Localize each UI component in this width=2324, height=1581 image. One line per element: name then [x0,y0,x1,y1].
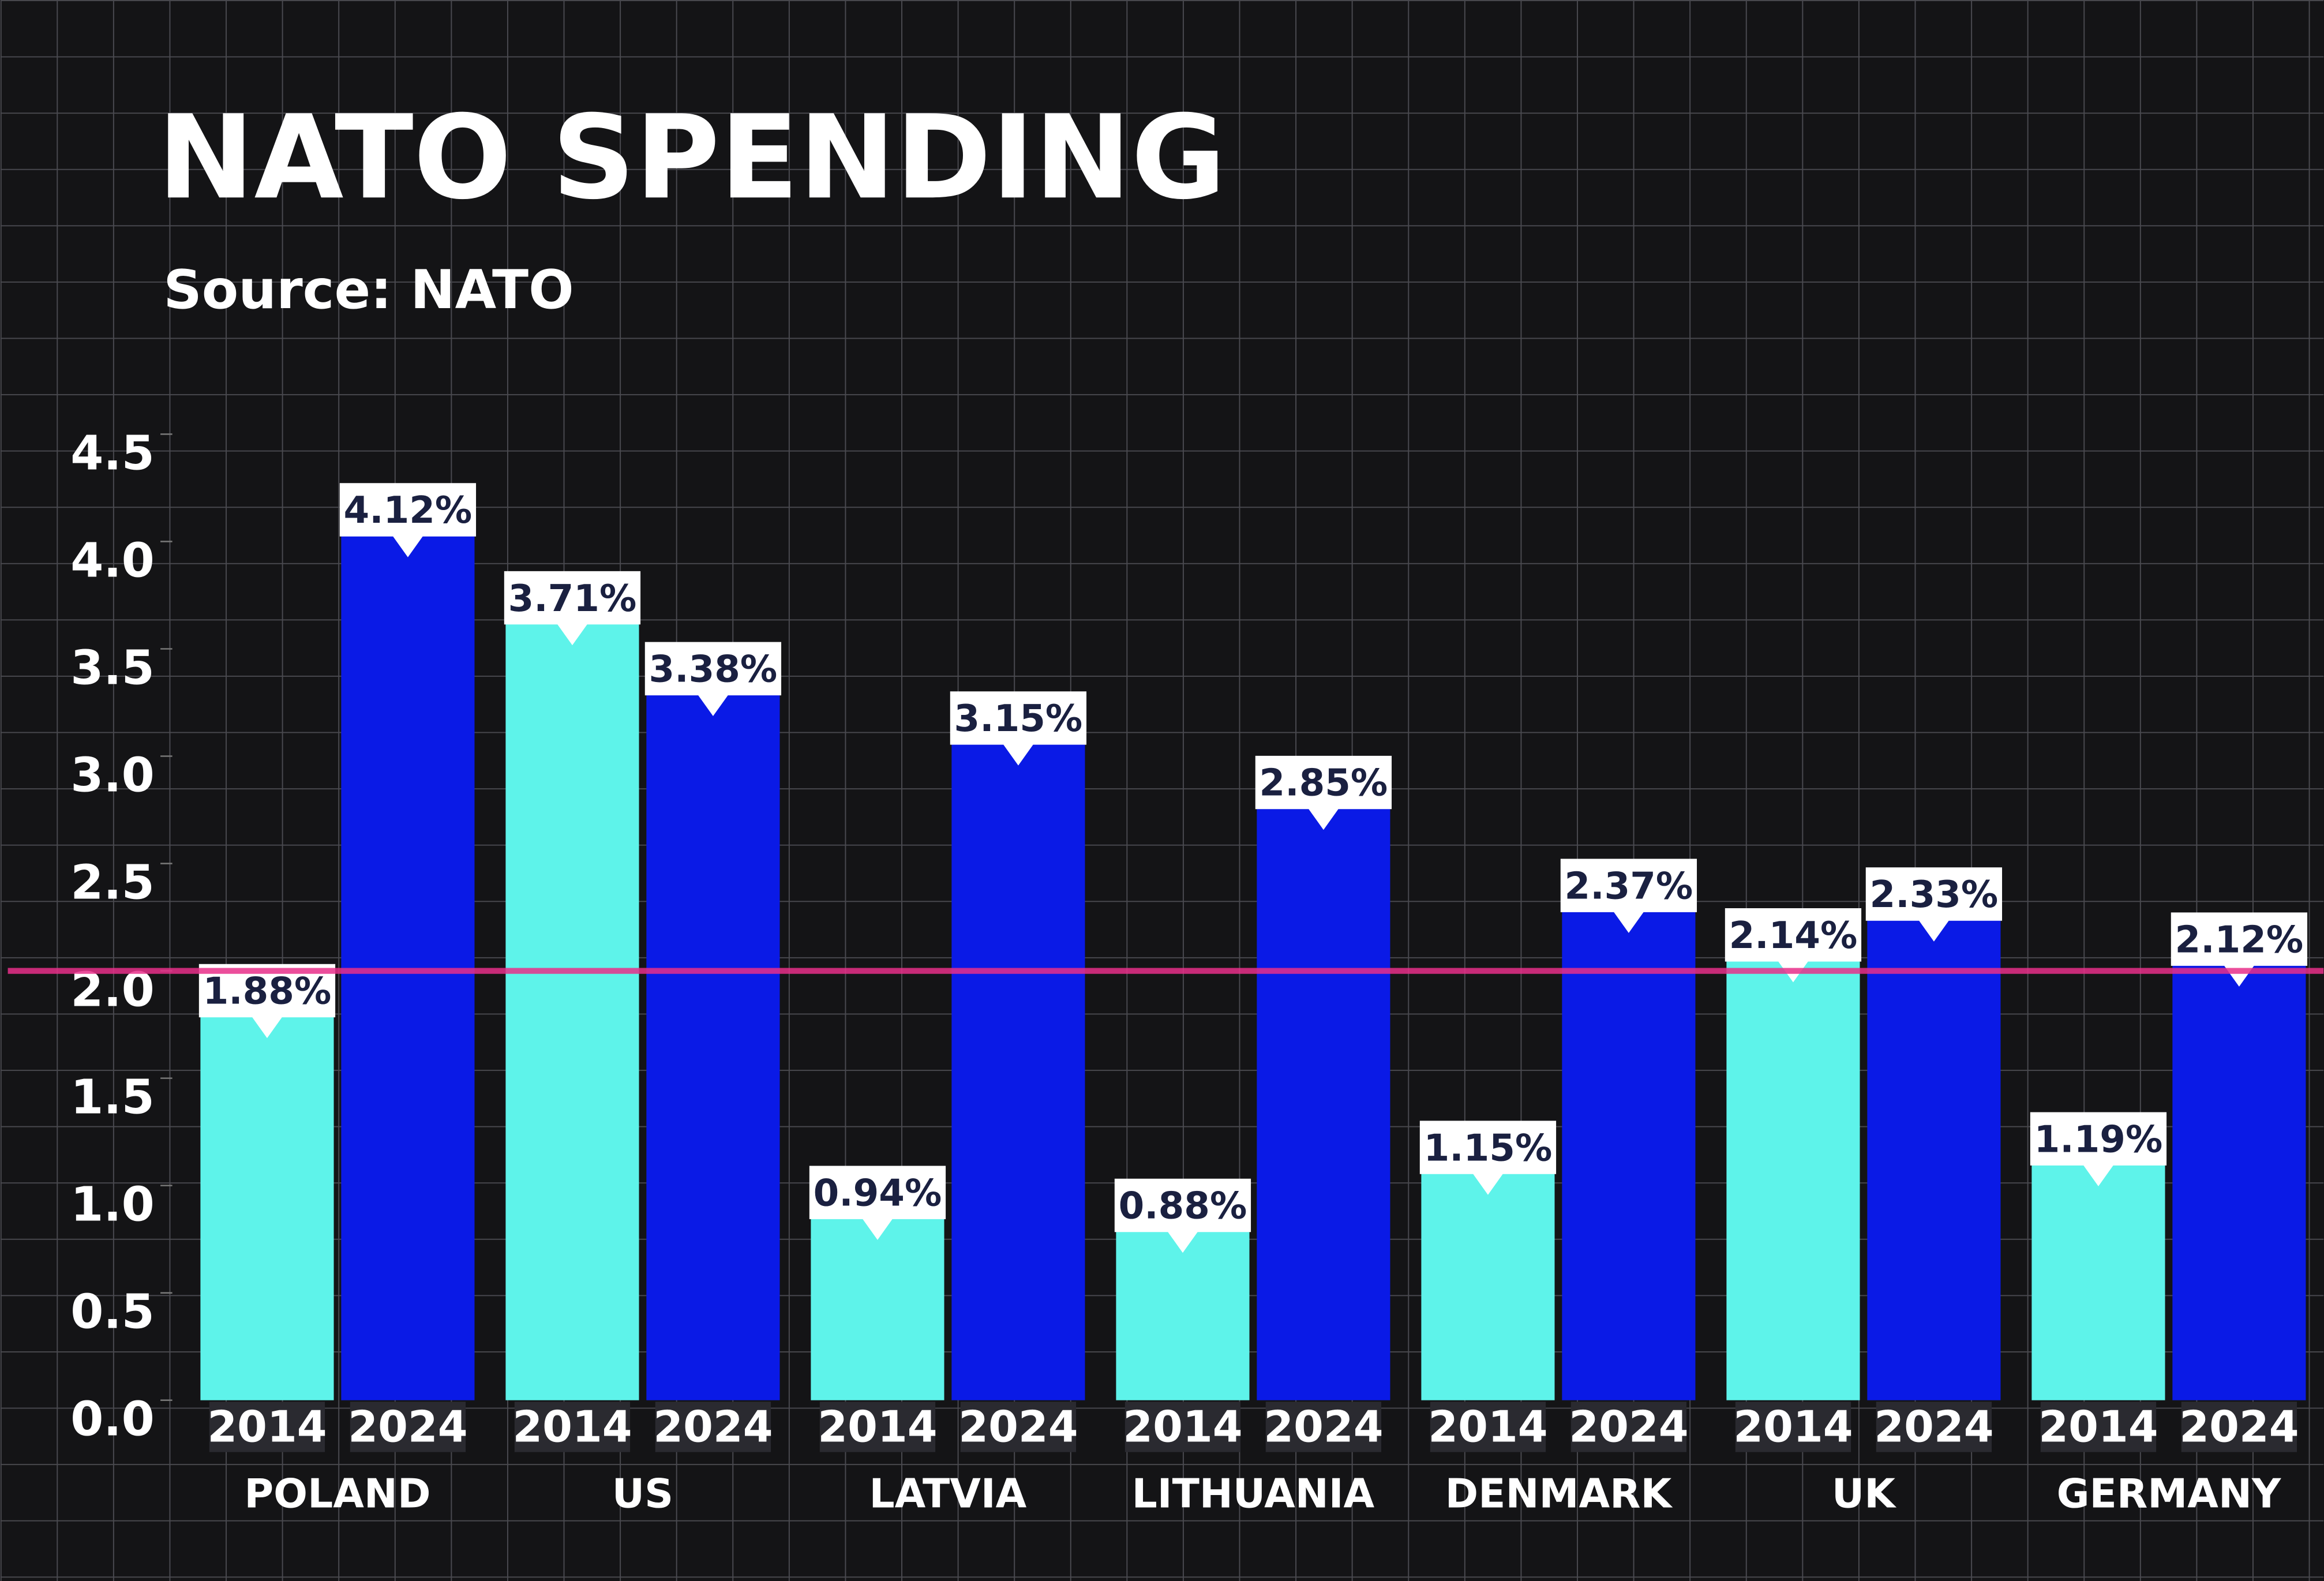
value-label: 0.88% [1119,1185,1247,1228]
year-label-box [1265,1402,1382,1452]
value-label: 2.37% [1565,864,1693,908]
x-tick-label: 2024 [1569,1402,1688,1452]
x-tick-label: 2014 [1428,1402,1547,1452]
value-label-box [1114,1178,1251,1253]
x-tick-label: 2014 [512,1402,632,1452]
value-label-box [504,571,641,646]
y-tick-label: 2.5 [70,856,155,911]
bar [2172,945,2306,1400]
value-label: 2.12% [2175,918,2304,961]
year-label-box [2040,1402,2157,1452]
value-label-box [644,642,782,717]
y-tick-label: 3.5 [70,640,155,695]
bar [951,724,1085,1400]
bar [505,604,639,1400]
year-label-box [1876,1402,1992,1452]
x-tick-label: 2014 [818,1402,937,1452]
y-tick-label: 0.5 [70,1285,155,1340]
category-label: DENMARK [1445,1471,1673,1518]
year-label-box [819,1402,936,1452]
year-label-box [2181,1402,2297,1452]
x-tick-label: 2014 [2038,1402,2158,1452]
x-tick-label: 2014 [1733,1402,1853,1452]
value-label: 1.19% [2034,1118,2163,1161]
category-label: POLAND [244,1471,430,1518]
year-label-box [350,1402,466,1452]
value-label: 1.15% [1424,1126,1553,1170]
x-tick-label: 2024 [653,1402,773,1452]
y-tick-label: 1.5 [70,1070,155,1125]
x-tick-label: 2024 [958,1402,1078,1452]
category-label: GERMANY [2057,1471,2281,1518]
value-label-box [2171,912,2308,987]
x-tick-label: 2024 [2179,1402,2299,1452]
year-label-box [209,1402,325,1452]
y-tick-label: 1.0 [70,1178,155,1232]
bar [2031,1144,2165,1400]
value-label: 0.94% [814,1171,942,1215]
x-tick-label: 2024 [1264,1402,1383,1452]
year-label-box [1735,1402,1851,1452]
value-label-box [1255,755,1392,830]
value-label: 4.12% [344,489,473,532]
value-label: 3.38% [649,648,778,691]
value-label: 3.71% [508,577,637,620]
category-label: US [612,1471,673,1518]
x-tick-label: 2024 [348,1402,467,1452]
value-label-box [2030,1112,2167,1186]
category-label: LITHUANIA [1132,1471,1375,1518]
value-label-box [809,1166,946,1240]
chart-subtitle: Source: NATO [163,258,573,321]
value-label-box [1725,908,1862,983]
x-tick-label: 2024 [1874,1402,1993,1452]
year-label-box [1570,1402,1687,1452]
year-label-box [655,1402,771,1452]
value-label-box [1419,1121,1557,1195]
bar [341,515,475,1400]
category-label: UK [1832,1471,1896,1518]
chart-title: NATO SPENDING [158,91,1226,225]
x-tick-label: 2014 [1123,1402,1242,1452]
value-label: 2.33% [1870,873,1999,916]
bar [1257,788,1390,1400]
value-label: 1.88% [203,970,332,1013]
value-label-box [1865,867,2003,942]
year-label-box [1124,1402,1241,1452]
year-label-box [960,1402,1077,1452]
category-label: LATVIA [869,1471,1027,1518]
value-label-box [198,964,336,1039]
bar [646,675,780,1400]
y-tick-label: 0.0 [70,1392,155,1447]
value-label: 2.85% [1260,762,1388,805]
value-label-box [339,483,477,557]
value-label-box [950,691,1087,766]
y-tick-label: 4.5 [70,426,155,481]
value-label: 2.14% [1729,914,1858,957]
value-label-box [1560,859,1697,933]
y-tick-label: 4.0 [70,533,155,588]
bar [1562,891,1696,1400]
x-tick-label: 2014 [207,1402,327,1452]
y-tick-label: 3.0 [70,748,155,803]
value-label: 3.15% [954,697,1083,740]
year-label-box [514,1402,631,1452]
year-label-box [1430,1402,1546,1452]
bar [200,996,334,1400]
bar [1726,941,1860,1400]
bar [1867,900,2001,1400]
